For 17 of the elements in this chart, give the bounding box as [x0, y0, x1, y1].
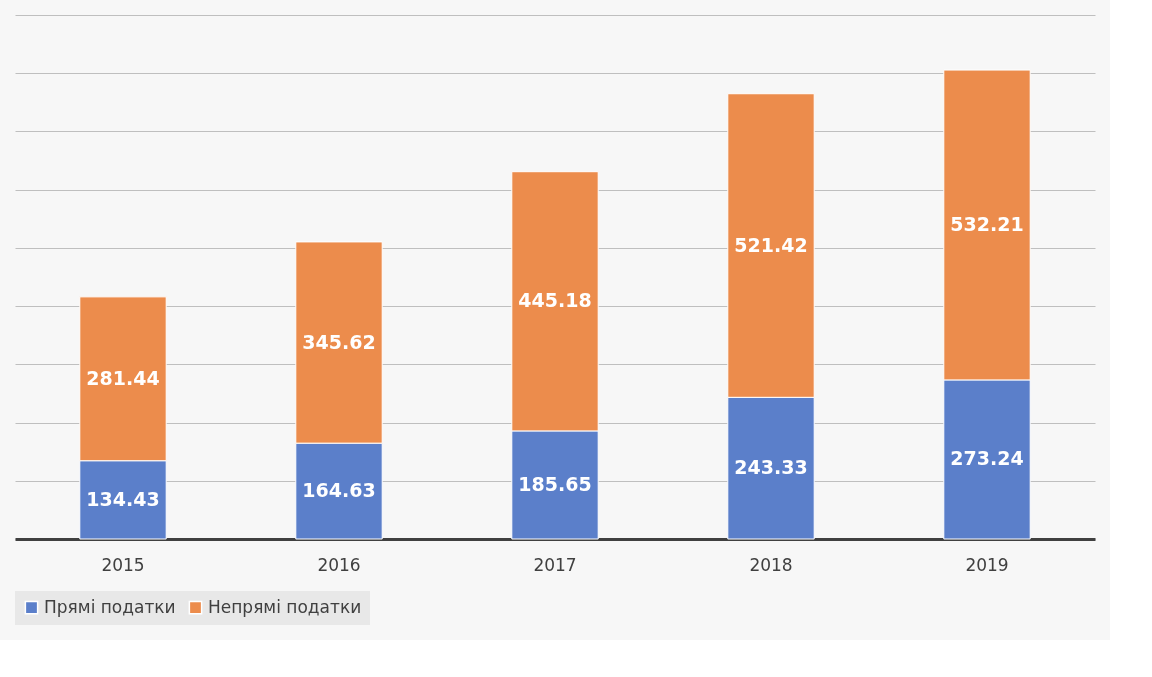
- x-tick-label: 2019: [965, 554, 1009, 575]
- x-tick-label: 2016: [317, 554, 361, 575]
- data-label: 185.65: [518, 472, 592, 495]
- data-label: 134.43: [86, 487, 160, 510]
- legend-label: Прямі податки: [44, 596, 176, 617]
- x-tick-label: 2018: [749, 554, 793, 575]
- data-label: 273.24: [950, 447, 1024, 470]
- data-label: 521.42: [734, 233, 808, 256]
- x-tick-label: 2017: [533, 554, 577, 575]
- data-label: 243.33: [734, 456, 808, 479]
- data-label: 281.44: [86, 366, 160, 389]
- data-label: 445.18: [518, 289, 592, 312]
- data-label: 345.62: [302, 330, 376, 353]
- data-label: 164.63: [302, 479, 376, 502]
- data-label: 532.21: [950, 212, 1024, 235]
- x-tick-label: 2015: [101, 554, 145, 575]
- legend-label: Непрямі податки: [208, 596, 362, 617]
